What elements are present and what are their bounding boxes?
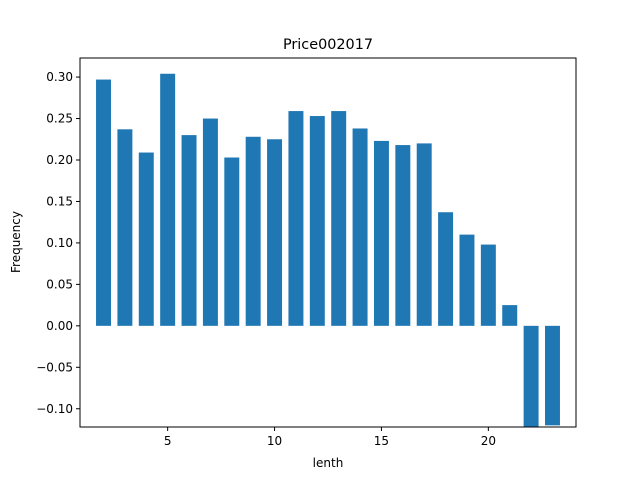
bar-9 [245,136,261,326]
x-tick-label: 20 [481,434,496,448]
bar-11 [288,111,304,326]
bar-12 [309,116,325,326]
bar-10 [267,139,283,326]
bar-18 [438,212,454,326]
bar-16 [395,145,411,326]
bar-21 [502,305,518,326]
x-tick-label: 5 [164,434,172,448]
bar-3 [117,129,133,326]
bar-17 [416,143,432,326]
bar-8 [224,157,240,326]
x-axis-ticks: 5 10 15 20 [164,427,496,448]
bars-group [96,73,560,427]
bar-23 [545,325,560,426]
y-tick-label: 0.00 [46,319,73,333]
bar-19 [459,234,475,326]
x-tick-label: 15 [374,434,389,448]
bar-14 [352,128,368,326]
y-tick-label: 0.30 [46,70,73,84]
bar-15 [373,140,389,326]
y-tick-label: 0.10 [46,236,73,250]
bar-22 [523,325,539,427]
y-tick-label: 0.20 [46,153,73,167]
bar-5 [160,73,176,326]
bar-13 [331,111,347,326]
bar-4 [138,152,154,326]
y-tick-label: −0.10 [36,402,73,416]
x-tick-label: 10 [267,434,282,448]
bar-7 [202,118,218,326]
bar-20 [480,244,496,326]
y-tick-label: 0.05 [46,277,73,291]
y-tick-label: 0.25 [46,112,73,126]
bar-2 [96,79,111,326]
y-tick-label: 0.15 [46,194,73,208]
y-axis-ticks: −0.10 −0.05 0.00 0.05 0.10 0.15 0.20 0.25 0.30 [36,70,80,416]
x-axis-label: lenth [313,456,344,470]
chart-title: Price002017 [283,37,373,53]
bar-6 [181,135,197,326]
y-tick-label: −0.05 [36,360,73,374]
y-axis-label: Frequency [9,211,23,273]
plot-frame [79,57,577,428]
